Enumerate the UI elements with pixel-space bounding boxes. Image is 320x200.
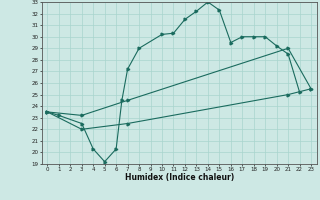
X-axis label: Humidex (Indice chaleur): Humidex (Indice chaleur)	[124, 173, 234, 182]
